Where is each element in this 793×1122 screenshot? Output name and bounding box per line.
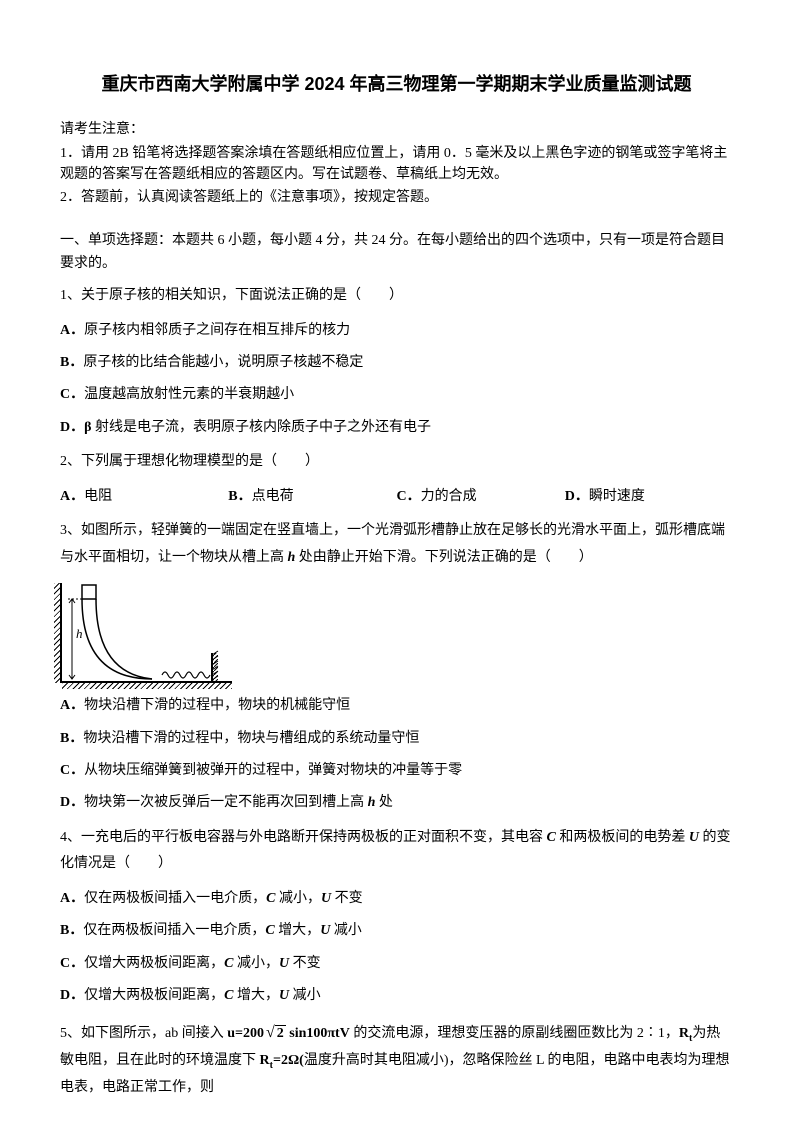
q4-c-p2: 减小， (233, 956, 279, 971)
q2-option-d: D．瞬时速度 (565, 486, 733, 508)
q5-rt2: R (260, 1053, 270, 1068)
q1-option-b: B．原子核的比结合能越小，说明原子核越不稳定 (60, 352, 733, 374)
q3-option-a: A．物块沿槽下滑的过程中，物块的机械能守恒 (60, 695, 733, 717)
q1-option-a: A．原子核内相邻质子之间存在相互排斥的核力 (60, 320, 733, 342)
question-5-stem: 5、如下图所示，ab 间接入 u=200 2 sin100πtV 的交流电源，理想… (60, 1018, 733, 1102)
q3-option-b: B．物块沿槽下滑的过程中，物块与槽组成的系统动量守恒 (60, 728, 733, 750)
q4-d-u: U (279, 988, 289, 1003)
section-1-header: 一、单项选择题：本题共 6 小题，每小题 4 分，共 24 分。在每小题给出的四… (60, 230, 733, 275)
q1-a-text: 原子核内相邻质子之间存在相互排斥的核力 (84, 323, 350, 338)
question-3-stem: 3、如图所示，轻弹簧的一端固定在竖直墙上，一个光滑弧形槽静止放在足够长的光滑水平… (60, 518, 733, 571)
q4-d-p1: 仅增大两极板间距离， (84, 988, 224, 1003)
q4-a-p1: 仅在两极板间插入一电介质， (84, 891, 266, 906)
q1-d-prefix: β (84, 420, 91, 435)
q4-stem-c: C (547, 830, 556, 845)
q4-c-p1: 仅增大两极板间距离， (84, 956, 224, 971)
q5-formula-sin: sin100πtV (286, 1026, 350, 1041)
question-4-stem: 4、一充电后的平行板电容器与外电路断开保持两极板的正对面积不变，其电容 C 和两… (60, 825, 733, 878)
q5-radicand: 2 (275, 1025, 286, 1041)
q3-c-text: 从物块压缩弹簧到被弹开的过程中，弹簧对物块的冲量等于零 (84, 763, 462, 778)
q4-d-p3: 减小 (289, 988, 321, 1003)
page-title: 重庆市西南大学附属中学 2024 年高三物理第一学期期末学业质量监测试题 (60, 70, 733, 99)
q3-d-p1: 物块第一次被反弹后一定不能再次回到槽上高 (84, 795, 368, 810)
q1-b-text: 原子核的比结合能越小，说明原子核越不稳定 (83, 355, 363, 370)
question-2-stem: 2、下列属于理想化物理模型的是（ ） (60, 449, 733, 476)
q4-stem-p2: 和两极板间的电势差 (556, 830, 689, 845)
notice-item-1: 1．请用 2B 铅笔将选择题答案涂填在答题纸相应位置上，请用 0．5 毫米及以上… (60, 143, 733, 185)
q4-b-c: C (265, 923, 274, 938)
figure-h-label: h (76, 626, 83, 641)
q2-options: A．电阻 B．点电荷 C．力的合成 D．瞬时速度 (60, 486, 733, 508)
q2-option-c: C．力的合成 (397, 486, 565, 508)
question-1-stem: 1、关于原子核的相关知识，下面说法正确的是（ ） (60, 283, 733, 310)
q2-option-a: A．电阻 (60, 486, 228, 508)
q3-option-d: D．物块第一次被反弹后一定不能再次回到槽上高 h 处 (60, 792, 733, 814)
q4-option-c: C．仅增大两极板间距离，C 减小，U 不变 (60, 953, 733, 975)
q4-c-u: U (279, 956, 289, 971)
q4-b-p2: 增大， (275, 923, 321, 938)
q3-option-c: C．从物块压缩弹簧到被弹开的过程中，弹簧对物块的冲量等于零 (60, 760, 733, 782)
q3-b-text: 物块沿槽下滑的过程中，物块与槽组成的系统动量守恒 (83, 731, 419, 746)
q4-a-u: U (321, 891, 331, 906)
q1-d-text: 射线是电子流，表明原子核内除质子中子之外还有电子 (92, 420, 432, 435)
q4-d-p2: 增大， (233, 988, 279, 1003)
q1-c-text: 温度越高放射性元素的半衰期越小 (84, 387, 294, 402)
q4-b-p1: 仅在两极板间插入一电介质， (83, 923, 265, 938)
q5-stem-p1: 5、如下图所示，ab 间接入 (60, 1026, 227, 1041)
q5-rt: R (679, 1026, 689, 1041)
q4-option-a: A．仅在两极板间插入一电介质，C 减小，U 不变 (60, 888, 733, 910)
q4-b-p3: 减小 (330, 923, 362, 938)
q4-a-p3: 不变 (331, 891, 363, 906)
q2-c-text: 力的合成 (421, 489, 477, 504)
figure-svg: h (62, 583, 232, 683)
q1-option-c: C．温度越高放射性元素的半衰期越小 (60, 384, 733, 406)
q4-c-p3: 不变 (289, 956, 321, 971)
q4-option-b: B．仅在两极板间插入一电介质，C 增大，U 减小 (60, 920, 733, 942)
notice-item-2: 2．答题前，认真阅读答题纸上的《注意事项》，按规定答题。 (60, 187, 733, 208)
q5-formula-sqrt: 2 (264, 1018, 286, 1048)
q3-a-text: 物块沿槽下滑的过程中，物块的机械能守恒 (84, 698, 350, 713)
q2-a-text: 电阻 (84, 489, 112, 504)
q5-formula-u: u=200 (227, 1026, 264, 1041)
q3-stem-p2: 处由静止开始下滑。下列说法正确的是（ ） (295, 550, 593, 565)
q1-option-d: D．β 射线是电子流，表明原子核内除质子中子之外还有电子 (60, 417, 733, 439)
q5-rt-val: =2Ω( (273, 1053, 304, 1068)
q4-b-u: U (320, 923, 330, 938)
q3-d-p2: 处 (375, 795, 393, 810)
q4-a-p2: 减小， (275, 891, 321, 906)
q4-stem-u: U (689, 830, 699, 845)
q4-stem-p1: 4、一充电后的平行板电容器与外电路断开保持两极板的正对面积不变，其电容 (60, 830, 547, 845)
q2-d-text: 瞬时速度 (589, 489, 645, 504)
ground-hatch (62, 683, 232, 689)
q5-stem-p2: 的交流电源，理想变压器的原副线圈匝数比为 2∶1， (350, 1026, 679, 1041)
q2-b-text: 点电荷 (252, 489, 294, 504)
q3-figure: h (60, 583, 230, 683)
q2-option-b: B．点电荷 (228, 486, 396, 508)
wall-hatch (54, 583, 62, 683)
q4-option-d: D．仅增大两极板间距离，C 增大，U 减小 (60, 985, 733, 1007)
notice-header: 请考生注意： (60, 119, 733, 141)
